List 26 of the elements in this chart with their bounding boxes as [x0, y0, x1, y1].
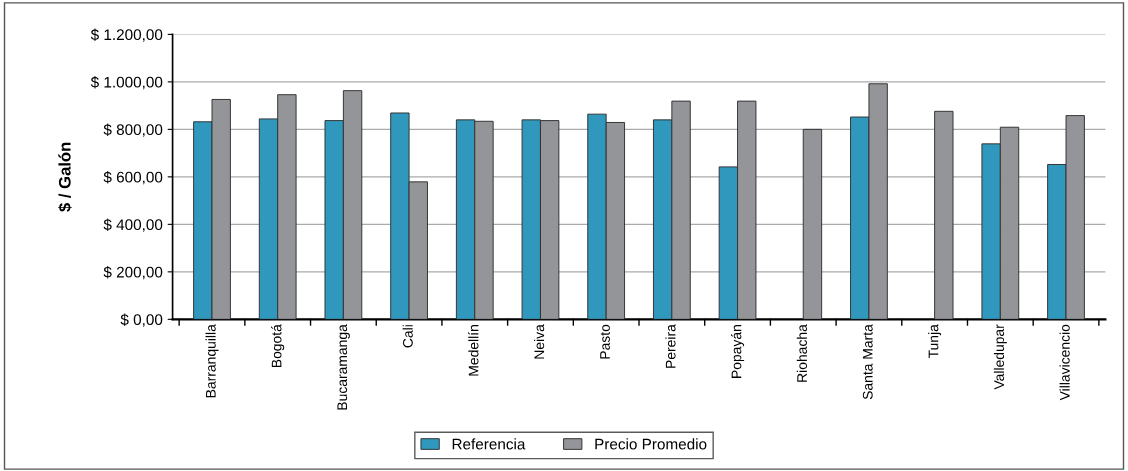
- x-tick-label: Bogotá: [271, 324, 285, 368]
- y-tick-label: $ 0,00: [120, 313, 163, 327]
- bar: [802, 128, 823, 320]
- y-tick-label: $ 400,00: [103, 218, 163, 232]
- x-tick-label: Cali: [402, 325, 413, 348]
- y-tick-label: $ 600,00: [103, 171, 163, 185]
- x-tick-label: Pereira: [665, 324, 676, 368]
- x-tick-label: Popayán: [731, 325, 745, 378]
- x-tick-label: Tunja: [928, 324, 942, 359]
- legend-label: Precio Promedio: [595, 438, 707, 450]
- x-tick-label: Villavicencio: [1059, 324, 1070, 401]
- legend-label: Referencia: [452, 438, 526, 450]
- x-tick-label: Santa Marta: [862, 324, 873, 400]
- x-tick-label: Medellín: [468, 325, 479, 376]
- y-axis-title: $ / Galón: [58, 142, 72, 212]
- y-tick-label: $ 1.200,00: [90, 28, 163, 42]
- x-tick-label: Pasto: [600, 324, 610, 359]
- x-tick-label: Neiva: [534, 324, 545, 359]
- x-tick-label: Barranquilla: [205, 324, 219, 398]
- y-tick-label: $ 800,00: [103, 123, 163, 137]
- x-tick-label: Valledupar: [993, 324, 1007, 390]
- x-tick-label: Bucaramanga: [337, 324, 350, 410]
- bar: [934, 110, 954, 320]
- y-tick-label: $ 1.000,00: [90, 76, 163, 90]
- y-tick-label: $ 200,00: [103, 266, 163, 280]
- x-tick-label: Riohacha: [796, 324, 807, 382]
